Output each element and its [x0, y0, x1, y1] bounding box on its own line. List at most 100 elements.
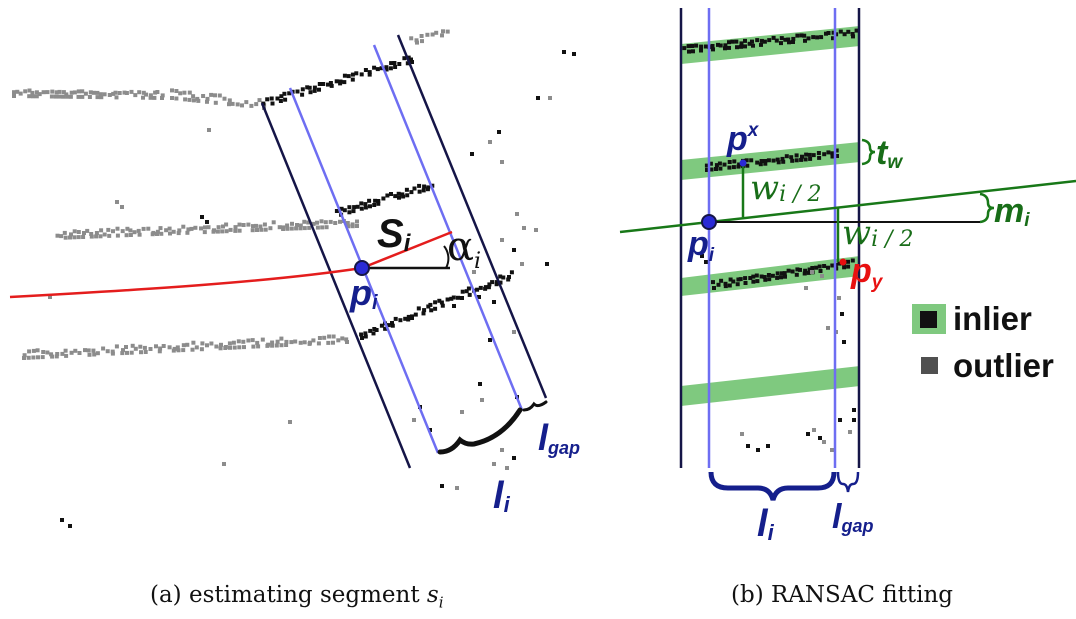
inlier-point: [406, 55, 411, 60]
outlier-point: [265, 343, 270, 348]
outlier-point: [414, 38, 419, 43]
scatter-point: [460, 410, 464, 414]
inlier-point: [346, 74, 351, 79]
outlier-point: [102, 92, 107, 97]
outlier-point: [80, 94, 85, 99]
outlier-point: [294, 226, 299, 231]
inlier-point: [811, 35, 816, 40]
outlier-point: [111, 229, 115, 234]
outlier-point: [87, 95, 92, 99]
inlier-point: [806, 270, 811, 275]
inlier-point: [359, 332, 364, 337]
outlier-point: [260, 337, 265, 342]
inlier-point: [339, 206, 344, 211]
inlier-point: [819, 35, 824, 40]
outlier-point: [206, 225, 211, 230]
outlier-point: [49, 352, 54, 357]
outlier-point: [213, 100, 218, 105]
outlier-point: [182, 90, 187, 95]
outlier-point: [117, 91, 122, 95]
inlier-point: [831, 30, 836, 35]
scatter-point: [804, 286, 808, 290]
inlier-point: [786, 37, 791, 42]
inlier-point: [711, 47, 715, 52]
inlier-point: [354, 71, 359, 76]
scatter-point: [818, 436, 822, 440]
inlier-point: [817, 155, 822, 160]
panel-a-label-si: Si: [377, 212, 412, 257]
inlier-point: [417, 183, 422, 188]
outlier-point: [338, 219, 342, 224]
inlier-point: [425, 187, 430, 192]
scatter-point: [68, 524, 72, 528]
inlier-point: [791, 40, 795, 44]
scatter-point: [545, 262, 549, 266]
inlier-point: [723, 284, 728, 289]
outlier-point: [340, 336, 345, 341]
inlier-point: [750, 39, 754, 44]
outlier-point: [158, 226, 163, 231]
inlier-point: [467, 292, 472, 297]
outlier-point: [271, 220, 276, 225]
outlier-point: [69, 90, 74, 95]
outlier-point: [191, 340, 196, 345]
outlier-point: [63, 348, 68, 353]
outlier-point: [189, 226, 194, 231]
inlier-point: [703, 44, 708, 49]
inlier-point: [334, 209, 339, 213]
panel-b-point-cloud: [682, 28, 859, 452]
outlier-point: [72, 235, 77, 240]
outlier-point: [27, 94, 32, 99]
outlier-point: [72, 229, 77, 234]
outlier-point: [49, 94, 54, 99]
outlier-point: [290, 221, 294, 226]
inlier-point: [439, 300, 444, 305]
panel-a-label-lgap: lgap: [538, 417, 580, 458]
inlier-point: [716, 42, 720, 47]
inlier-point: [376, 199, 381, 203]
panel-b-fitted-line: [619, 179, 1076, 234]
outlier-point: [316, 341, 321, 346]
inlier-point: [783, 37, 788, 42]
panel-a-caption: (a) estimating segment si: [150, 582, 444, 612]
outlier-point: [317, 336, 322, 340]
inlier-point: [837, 261, 842, 266]
inlier-point: [739, 41, 744, 46]
outlier-point: [98, 92, 103, 97]
inlier-point: [426, 304, 431, 309]
outlier-point: [274, 343, 279, 348]
inlier-point: [405, 193, 410, 198]
inlier-point: [743, 38, 747, 43]
inlier-point: [776, 160, 781, 165]
outlier-point: [284, 339, 289, 344]
scatter-point: [492, 300, 496, 304]
outlier-point: [322, 335, 327, 340]
inlier-point: [731, 279, 736, 284]
outlier-point: [23, 89, 28, 94]
outlier-point: [53, 94, 58, 99]
legend-inlier-swatch-dot: [920, 311, 937, 328]
scatter-point: [412, 418, 416, 422]
outlier-point: [68, 235, 72, 240]
outlier-point: [345, 340, 349, 344]
inlier-point: [774, 38, 779, 43]
scatter-point: [505, 466, 509, 470]
inlier-point: [816, 151, 821, 155]
outlier-point: [440, 33, 444, 38]
inlier-point: [755, 279, 760, 284]
outlier-point: [191, 98, 196, 103]
inlier-point: [406, 314, 411, 319]
outlier-point: [409, 36, 414, 41]
inlier-point: [802, 271, 807, 276]
outlier-point: [76, 230, 81, 234]
inlier-point: [372, 203, 377, 207]
outlier-point: [214, 344, 219, 349]
inlier-point: [735, 282, 740, 287]
outlier-point: [160, 93, 165, 98]
inlier-point: [347, 210, 352, 215]
outlier-point: [148, 347, 153, 351]
outlier-point: [94, 234, 99, 239]
inlier-point: [831, 36, 835, 41]
outlier-point: [113, 90, 118, 95]
outlier-point: [326, 340, 331, 345]
